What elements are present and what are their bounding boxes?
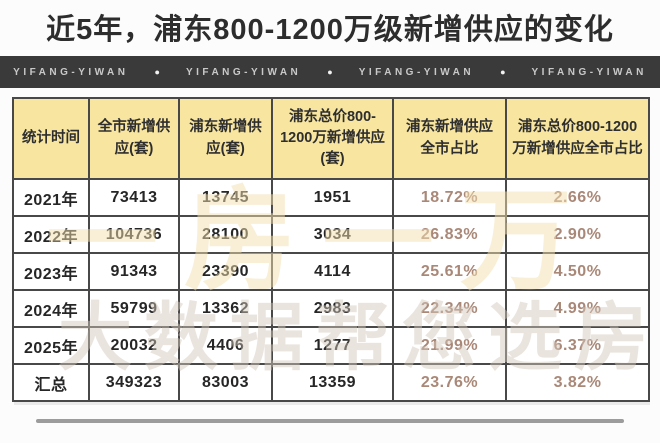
- column-header: 浦东新增供应(套): [178, 97, 273, 180]
- table-cell: 23.76%: [392, 363, 507, 402]
- table-cell: 13359: [271, 363, 394, 402]
- data-table-container: 统计时间 全市新增供应(套) 浦东新增供应(套) 浦东总价800-1200万新增…: [12, 97, 650, 402]
- column-header: 全市新增供应(套): [88, 97, 180, 180]
- table-cell: 20032: [88, 326, 180, 365]
- table-cell: 1277: [271, 326, 394, 365]
- brand-text: YIFANG-YIWAN: [185, 66, 302, 78]
- dot-separator-icon: ●: [327, 66, 333, 77]
- column-header: 浦东总价800-1200万新增供应(套): [271, 97, 394, 180]
- brand-text: YIFANG-YIWAN: [358, 66, 475, 78]
- table-cell: 2.90%: [505, 215, 650, 254]
- table-row: 2023年 91343 23390 4114 25.61% 4.50%: [12, 252, 650, 291]
- table-cell: 4.99%: [505, 289, 650, 328]
- table-cell: 2025年: [12, 326, 90, 365]
- column-header: 浦东新增供应全市占比: [392, 97, 507, 180]
- table-cell: 21.99%: [392, 326, 507, 365]
- table-cell: 83003: [178, 363, 273, 402]
- table-cell: 4.50%: [505, 252, 650, 291]
- column-header: 浦东总价800-1200万新增供应全市占比: [505, 97, 650, 180]
- table-row: 2025年 20032 4406 1277 21.99% 6.37%: [12, 326, 650, 365]
- table-cell: 13362: [178, 289, 273, 328]
- table-row: 2022年 104736 28100 3034 26.83% 2.90%: [12, 215, 650, 254]
- supply-data-table: 统计时间 全市新增供应(套) 浦东新增供应(套) 浦东总价800-1200万新增…: [12, 97, 650, 402]
- table-cell: 4406: [178, 326, 273, 365]
- table-cell: 1951: [271, 178, 394, 217]
- table-cell: 25.61%: [392, 252, 507, 291]
- table-cell: 2023年: [12, 252, 90, 291]
- table-row: 2021年 73413 13745 1951 18.72% 2.66%: [12, 178, 650, 217]
- table-cell: 91343: [88, 252, 180, 291]
- table-cell: 2022年: [12, 215, 90, 254]
- table-cell: 4114: [271, 252, 394, 291]
- table-cell: 18.72%: [392, 178, 507, 217]
- brand-banner: YIFANG-YIWAN ● YIFANG-YIWAN ● YIFANG-YIW…: [0, 56, 660, 88]
- brand-text: YIFANG-YIWAN: [531, 66, 647, 78]
- table-cell: 26.83%: [392, 215, 507, 254]
- table-cell: 59799: [88, 289, 180, 328]
- table-cell: 3034: [271, 215, 394, 254]
- column-header: 统计时间: [12, 97, 90, 180]
- dot-separator-icon: ●: [154, 66, 160, 77]
- dot-separator-icon: ●: [500, 66, 506, 77]
- table-row: 2024年 59799 13362 2983 22.34% 4.99%: [12, 289, 650, 328]
- table-cell: 349323: [88, 363, 180, 402]
- table-cell: 3.82%: [505, 363, 650, 402]
- header-row: 统计时间 全市新增供应(套) 浦东新增供应(套) 浦东总价800-1200万新增…: [12, 97, 650, 180]
- page-title: 近5年，浦东800-1200万级新增供应的变化: [46, 14, 614, 46]
- table-cell: 2024年: [12, 289, 90, 328]
- table-cell: 28100: [178, 215, 273, 254]
- table-cell: 汇总: [12, 363, 90, 402]
- table-cell: 2983: [271, 289, 394, 328]
- table-cell: 2021年: [12, 178, 90, 217]
- table-cell: 104736: [88, 215, 180, 254]
- table-cell: 23390: [178, 252, 273, 291]
- table-cell: 22.34%: [392, 289, 507, 328]
- bottom-divider: [36, 419, 624, 423]
- table-cell: 73413: [88, 178, 180, 217]
- table-row-total: 汇总 349323 83003 13359 23.76% 3.82%: [12, 363, 650, 402]
- table-cell: 13745: [178, 178, 273, 217]
- brand-text: YIFANG-YIWAN: [13, 66, 129, 78]
- table-cell: 6.37%: [505, 326, 650, 365]
- table-cell: 2.66%: [505, 178, 650, 217]
